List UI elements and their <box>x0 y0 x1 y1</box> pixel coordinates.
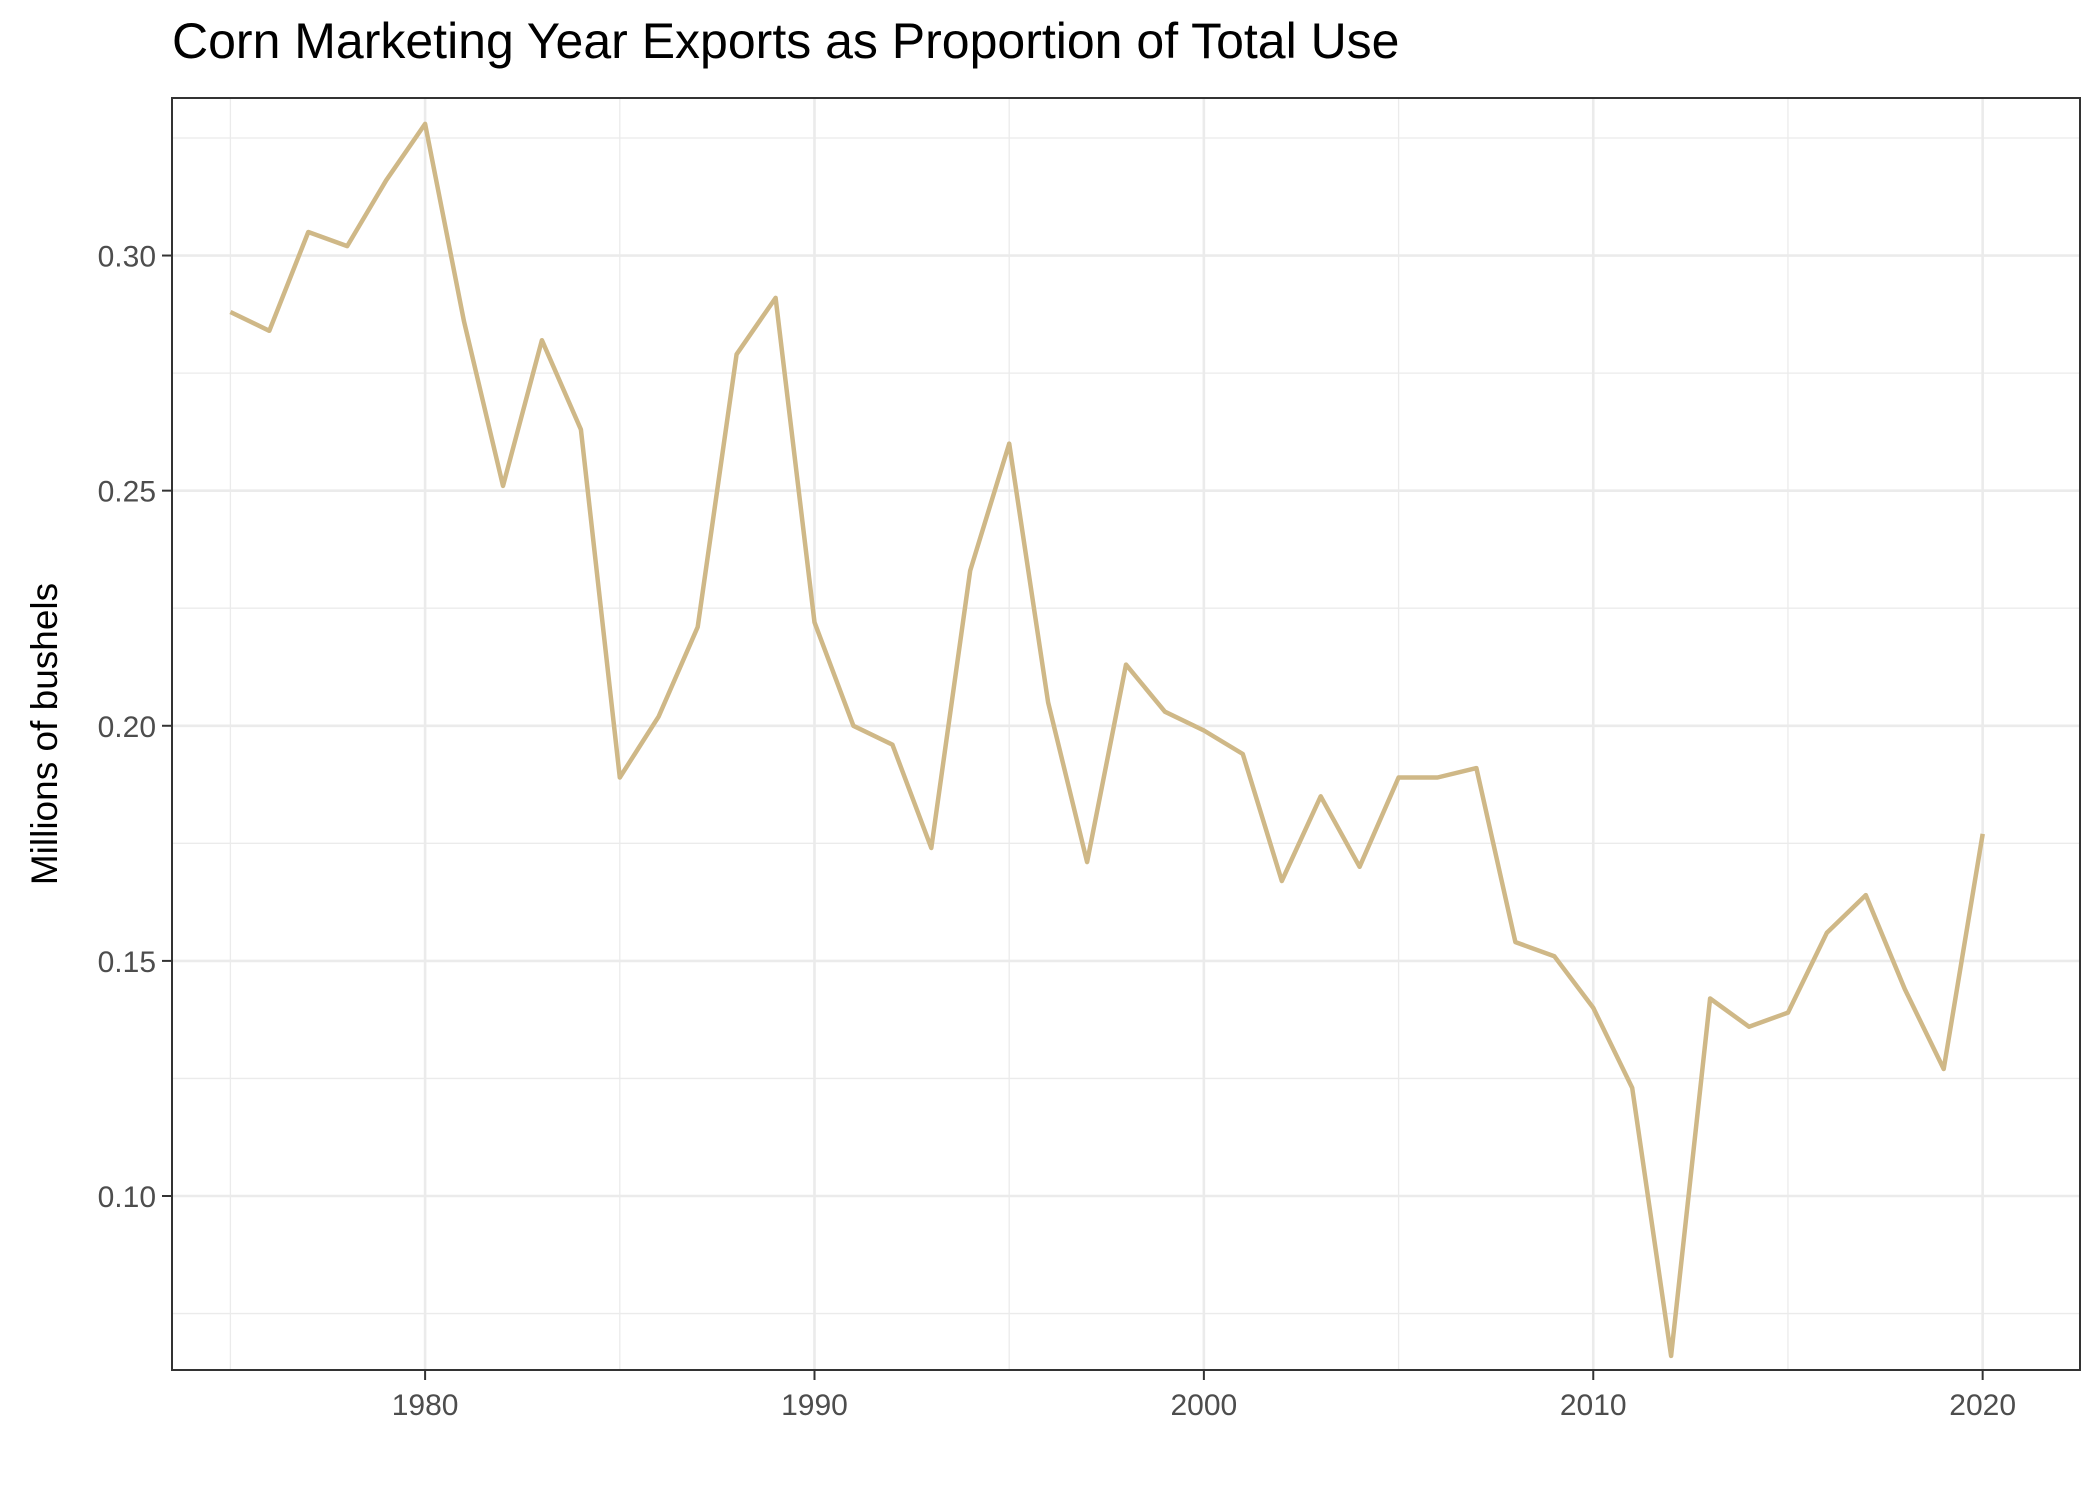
x-tick-label-0: 1980 <box>392 1389 459 1422</box>
series-layer <box>229 121 1985 1359</box>
y-axis-title: Millions of bushels <box>24 583 65 885</box>
x-axis: 1980 1990 2000 2010 2020 <box>392 1370 2016 1422</box>
y-tick-label-0: 0.10 <box>98 1181 156 1214</box>
x-tick-label-3: 2010 <box>1560 1389 1627 1422</box>
y-tick-label-1: 0.15 <box>98 946 156 979</box>
x-tick-label-2: 2000 <box>1171 1389 1238 1422</box>
chart-title: Corn Marketing Year Exports as Proportio… <box>172 13 1400 69</box>
y-tick-label-2: 0.20 <box>98 711 156 744</box>
major-gridlines <box>172 98 2080 1370</box>
plot-panel <box>172 98 2080 1370</box>
y-tick-label-4: 0.30 <box>98 241 156 274</box>
minor-gridlines <box>172 98 2080 1370</box>
plot-border <box>171 97 2081 1371</box>
series-line-0 <box>229 121 1985 1359</box>
x-tick-label-4: 2020 <box>1949 1389 2016 1422</box>
y-axis: 0.10 0.15 0.20 0.25 0.30 <box>98 241 172 1214</box>
x-tick-label-1: 1990 <box>781 1389 848 1422</box>
y-tick-label-3: 0.25 <box>98 476 156 509</box>
